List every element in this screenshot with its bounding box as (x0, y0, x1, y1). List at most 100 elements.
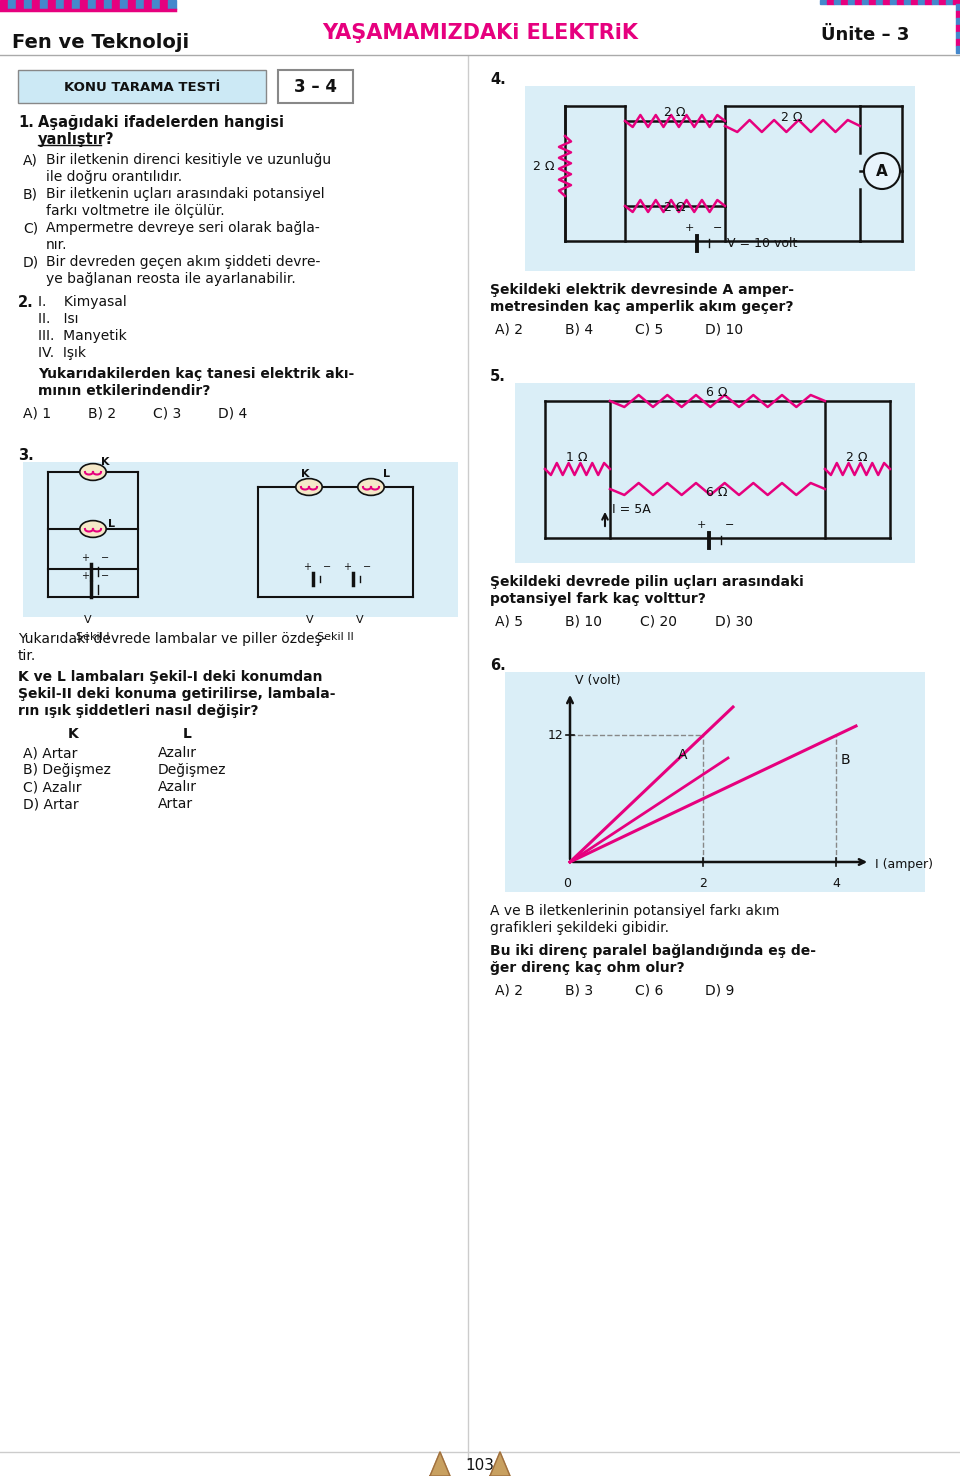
Text: C) 5: C) 5 (635, 322, 663, 337)
Ellipse shape (358, 478, 384, 496)
Text: 2 Ω: 2 Ω (664, 106, 685, 120)
Text: A) 5: A) 5 (495, 614, 523, 627)
Text: ile doğru orantılıdır.: ile doğru orantılıdır. (46, 170, 182, 184)
Text: grafikleri şekildeki gibidir.: grafikleri şekildeki gibidir. (490, 921, 669, 934)
Text: 2 Ω: 2 Ω (664, 201, 685, 214)
Text: 3 – 4: 3 – 4 (294, 78, 337, 96)
Bar (939, 0, 946, 4)
Text: B) 3: B) 3 (565, 984, 593, 998)
Text: B) 2: B) 2 (88, 406, 116, 421)
Text: D) Artar: D) Artar (23, 797, 79, 810)
Text: Ünite – 3: Ünite – 3 (821, 27, 909, 44)
Bar (120, 0, 128, 9)
Text: V: V (84, 615, 92, 624)
Bar (956, 38, 960, 46)
Text: 2.: 2. (18, 295, 34, 310)
Text: B) 4: B) 4 (565, 322, 593, 337)
Text: 3.: 3. (18, 449, 34, 463)
Text: 6 Ω: 6 Ω (707, 387, 728, 399)
Bar (278, 69, 353, 103)
Bar (80, 0, 88, 9)
Polygon shape (490, 1452, 510, 1476)
Bar (918, 0, 925, 4)
Bar (160, 0, 168, 9)
Text: A ve B iletkenlerinin potansiyel farkı akım: A ve B iletkenlerinin potansiyel farkı a… (490, 903, 780, 918)
Bar (104, 0, 112, 9)
Text: 103: 103 (466, 1457, 494, 1473)
Text: V: V (356, 615, 364, 624)
Text: −: − (713, 223, 722, 233)
Text: +: + (81, 571, 89, 582)
Bar (890, 0, 897, 4)
Bar (515, 382, 915, 562)
Text: D) 30: D) 30 (715, 614, 753, 627)
Bar (827, 0, 834, 4)
Text: D) 9: D) 9 (705, 984, 734, 998)
Bar (96, 0, 104, 9)
Text: A): A) (23, 154, 37, 167)
Bar (820, 0, 827, 4)
Text: B) Değişmez: B) Değişmez (23, 763, 110, 776)
Text: mının etkilerindendir?: mının etkilerindendir? (38, 384, 210, 399)
Text: I (amper): I (amper) (875, 858, 933, 871)
Text: +: + (697, 520, 707, 530)
Text: 1 Ω: 1 Ω (566, 452, 588, 463)
Text: 2 Ω: 2 Ω (781, 111, 803, 124)
Text: D): D) (23, 255, 39, 269)
Text: −: − (323, 562, 331, 573)
Text: 5.: 5. (490, 369, 506, 384)
Text: KONU TARAMA TESTİ: KONU TARAMA TESTİ (64, 81, 220, 93)
Text: A) 2: A) 2 (495, 984, 523, 998)
Bar (925, 0, 932, 4)
Text: Azalır: Azalır (158, 779, 197, 794)
Text: Yukarıdaki devrede lambalar ve piller özdeş-: Yukarıdaki devrede lambalar ve piller öz… (18, 632, 326, 646)
Text: B: B (841, 753, 851, 768)
Text: C) 3: C) 3 (153, 406, 181, 421)
Text: Şekil I: Şekil I (76, 632, 109, 642)
Text: L: L (183, 728, 192, 741)
Text: Bir iletkenin direnci kesitiyle ve uzunluğu: Bir iletkenin direnci kesitiyle ve uzunl… (46, 154, 331, 167)
Text: K ve L lambaları Şekil-I deki konumdan: K ve L lambaları Şekil-I deki konumdan (18, 670, 323, 683)
Text: ğer direnç kaç ohm olur?: ğer direnç kaç ohm olur? (490, 961, 684, 976)
Text: C): C) (23, 221, 38, 235)
Text: −: − (101, 571, 109, 582)
Text: −: − (363, 562, 372, 573)
Text: Şekil-II deki konuma getirilirse, lambala-: Şekil-II deki konuma getirilirse, lambal… (18, 686, 335, 701)
Text: Yukarıdakilerden kaç tanesi elektrik akı-: Yukarıdakilerden kaç tanesi elektrik akı… (38, 368, 354, 381)
Bar (876, 0, 883, 4)
Bar (168, 0, 176, 9)
Text: nır.: nır. (46, 238, 67, 252)
Text: D) 10: D) 10 (705, 322, 743, 337)
Bar (848, 0, 855, 4)
Bar (32, 0, 40, 9)
Text: Bir iletkenin uçları arasındaki potansiyel: Bir iletkenin uçları arasındaki potansiy… (46, 187, 324, 201)
Bar (841, 0, 848, 4)
Text: V: V (306, 615, 314, 624)
Bar (956, 10, 960, 18)
Bar (904, 0, 911, 4)
Bar (128, 0, 136, 9)
Bar (72, 0, 80, 9)
Bar (8, 0, 16, 9)
Bar (505, 672, 925, 892)
Bar (932, 0, 939, 4)
Text: IV.  Işık: IV. Işık (38, 345, 86, 360)
Bar (23, 462, 458, 617)
Text: B) 10: B) 10 (565, 614, 602, 627)
Text: L: L (108, 520, 115, 528)
Bar (855, 0, 862, 4)
Text: Bir devreden geçen akım şiddeti devre-: Bir devreden geçen akım şiddeti devre- (46, 255, 321, 269)
Text: Fen ve Teknoloji: Fen ve Teknoloji (12, 32, 189, 52)
Bar (152, 0, 160, 9)
Text: I.    Kimyasal: I. Kimyasal (38, 295, 127, 308)
Polygon shape (430, 1452, 450, 1476)
Bar (56, 0, 64, 9)
Text: C) 20: C) 20 (640, 614, 677, 627)
Text: Artar: Artar (158, 797, 193, 810)
Text: farkı voltmetre ile ölçülür.: farkı voltmetre ile ölçülür. (46, 204, 225, 218)
Bar (64, 0, 72, 9)
Text: B): B) (23, 187, 38, 201)
Bar (862, 0, 869, 4)
Bar (40, 0, 48, 9)
Bar (911, 0, 918, 4)
